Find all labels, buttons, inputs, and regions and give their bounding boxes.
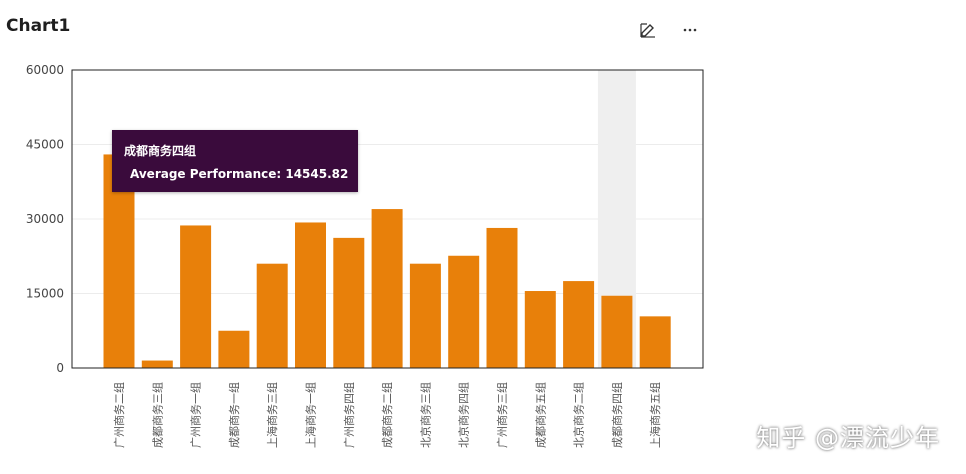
overflow-menu-icon[interactable]: [678, 18, 702, 42]
plot-frame: [71, 69, 704, 369]
tooltip-value: Average Performance: 14545.82: [130, 167, 349, 181]
edit-icon[interactable]: [636, 18, 660, 42]
bar[interactable]: [333, 237, 365, 368]
x-tick-label: 上海商务一组: [304, 382, 318, 448]
x-tick-label: 成都商务三组: [150, 382, 164, 448]
y-tick-label: 0: [56, 361, 64, 375]
watermark: 知乎 @漂流少年: [756, 424, 940, 452]
chart-tooltip: 成都商务四组 Average Performance: 14545.82: [112, 130, 358, 192]
bar[interactable]: [180, 225, 212, 368]
bar[interactable]: [256, 263, 288, 368]
x-tick-label: 成都商务四组: [610, 382, 624, 448]
bar[interactable]: [601, 295, 633, 368]
bar[interactable]: [563, 281, 595, 368]
x-tick-label: 广州商务一组: [189, 382, 203, 448]
bar[interactable]: [639, 316, 671, 368]
y-tick-label: 30000: [26, 212, 64, 226]
bar[interactable]: [141, 360, 173, 368]
chart-bars: [103, 154, 671, 368]
x-tick-label: 北京商务四组: [457, 382, 471, 448]
bar[interactable]: [409, 263, 441, 368]
bar[interactable]: [218, 330, 250, 368]
tooltip-title: 成都商务四组: [124, 144, 197, 158]
bar[interactable]: [371, 209, 403, 368]
x-tick-label: 成都商务五组: [533, 382, 547, 448]
x-tick-label: 上海商务三组: [265, 382, 279, 448]
tooltip-row: Average Performance: 14545.82: [124, 167, 349, 181]
chart-title: Chart1: [6, 16, 71, 36]
bar[interactable]: [486, 227, 518, 368]
x-tick-label: 成都商务二组: [380, 382, 394, 448]
x-tick-label: 北京商务三组: [418, 382, 432, 448]
x-axis: 广州商务二组 成都商务三组 广州商务一组 成都商务一组 上海商务三组 上海商务一组 广州商务…: [112, 382, 662, 448]
bar[interactable]: [448, 255, 480, 368]
x-tick-label: 成都商务一组: [227, 382, 241, 448]
y-tick-label: 15000: [26, 287, 64, 301]
bar[interactable]: [295, 222, 326, 368]
x-tick-label: 广州商务二组: [112, 382, 126, 448]
y-axis: 0 15000 30000 45000 60000: [26, 63, 64, 375]
x-tick-label: 广州商务四组: [342, 382, 356, 448]
y-tick-label: 45000: [26, 138, 64, 152]
x-tick-label: 北京商务二组: [572, 382, 586, 448]
x-tick-label: 广州商务三组: [495, 382, 509, 448]
x-tick-label: 上海商务五组: [648, 382, 662, 448]
bar[interactable]: [524, 291, 556, 368]
y-tick-label: 60000: [26, 63, 64, 77]
